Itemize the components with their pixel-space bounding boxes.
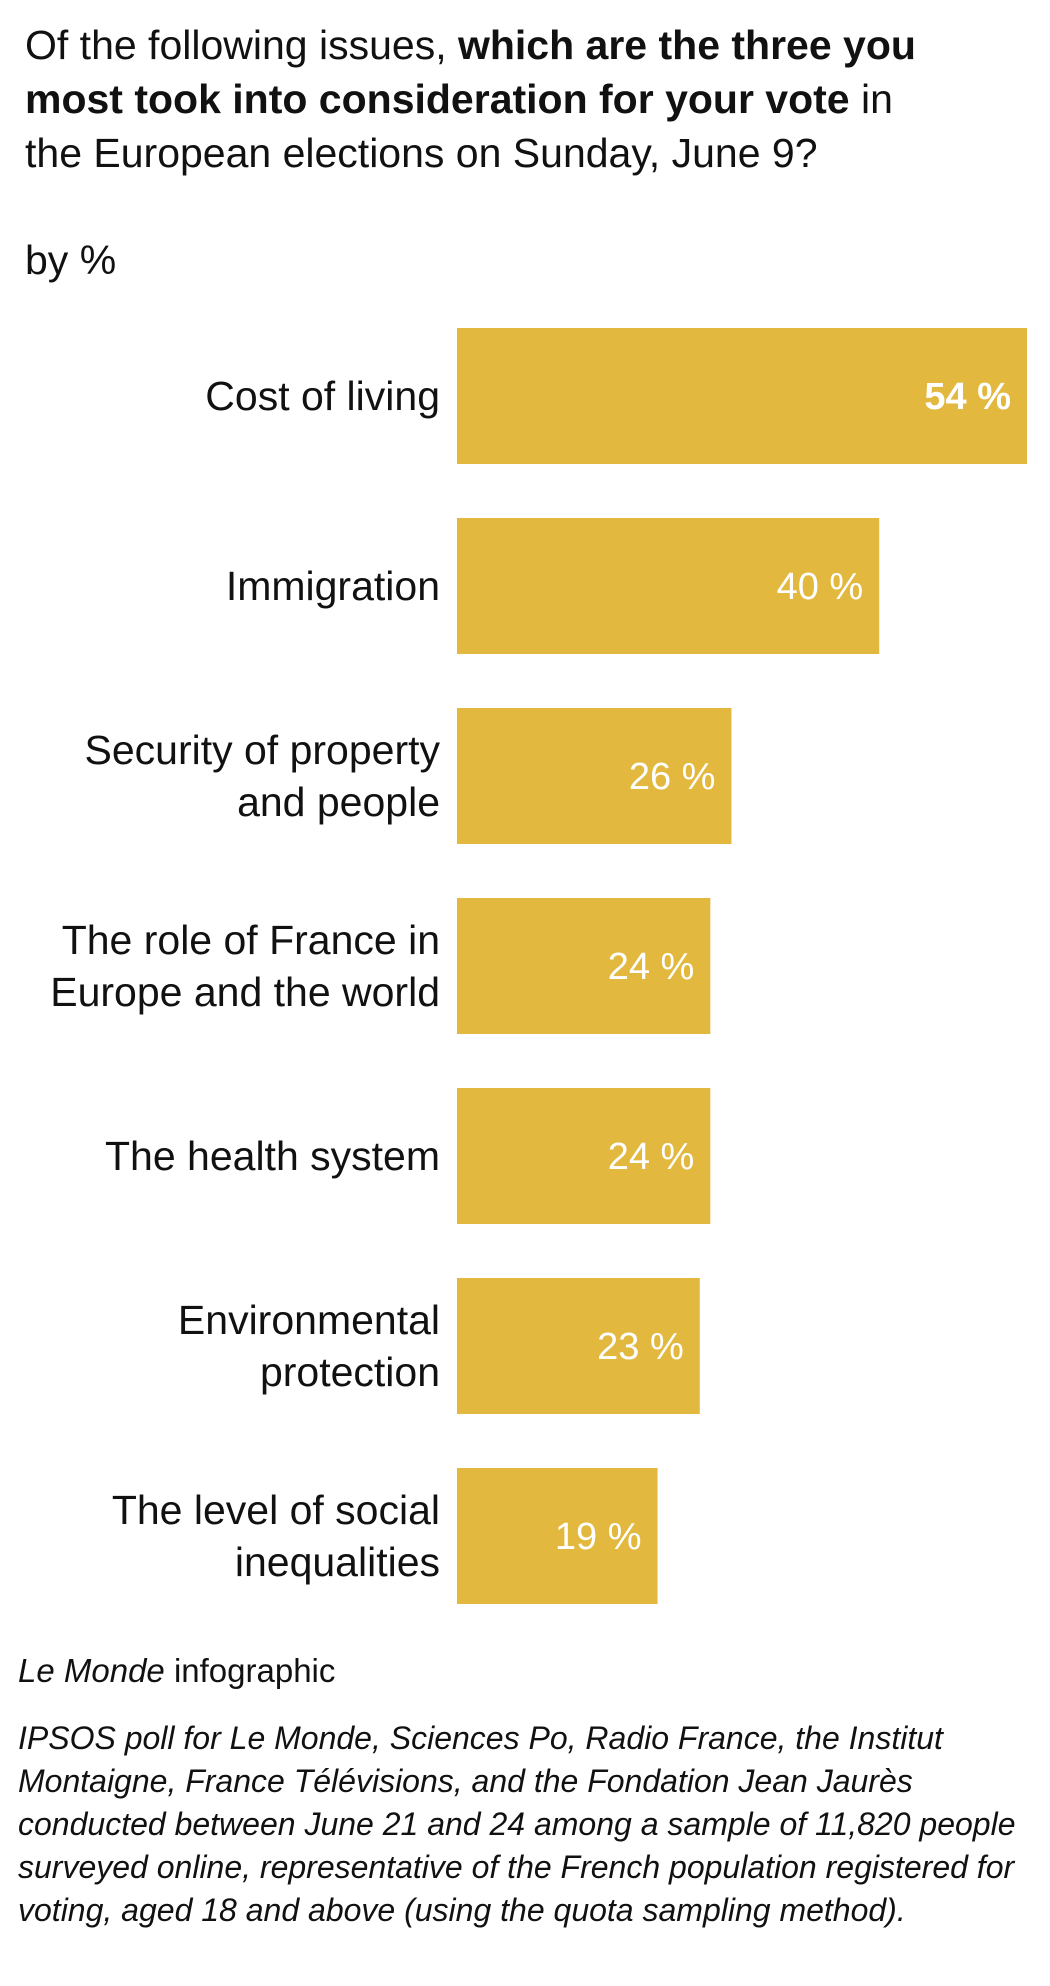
- chart-title: Of the following issues, which are the t…: [25, 18, 925, 180]
- category-label: Security of property: [85, 727, 441, 773]
- credit-brand: Le Monde: [18, 1652, 165, 1689]
- bar-group: 24 % The role of France in Europe and the …: [50, 898, 711, 1034]
- bar-group: 54 % Cost of living: [205, 328, 1027, 464]
- bar-value-label: 24 %: [608, 1136, 695, 1178]
- source-note: IPSOS poll for Le Monde, Sciences Po, Ra…: [18, 1720, 1016, 1928]
- bar: [457, 898, 711, 1034]
- bar: [457, 1088, 711, 1224]
- bar: [457, 708, 732, 844]
- bar-group: 40 % Immigration: [226, 518, 880, 654]
- category-label: Immigration: [226, 563, 440, 609]
- category-label: Environmental: [178, 1297, 440, 1343]
- title-part2: in the European elections on Sunday, Jun…: [25, 76, 893, 176]
- title-part1: Of the following issues,: [25, 22, 458, 68]
- bar-group: 19 % The level of social inequalities: [112, 1468, 658, 1604]
- category-label: Cost of living: [205, 373, 440, 419]
- bar: [457, 1278, 700, 1414]
- bar-group: 24 % The health system: [105, 1088, 711, 1224]
- bar-value-label: 54 %: [924, 376, 1011, 418]
- bar-group: 23 % Environmental protection: [178, 1278, 700, 1414]
- category-label: protection: [260, 1349, 440, 1395]
- bar-value-label: 24 %: [608, 946, 695, 988]
- category-label: Europe and the world: [50, 969, 440, 1015]
- bar: [457, 1468, 658, 1604]
- bar-group: 26 % Security of property and people: [85, 708, 732, 844]
- bar-value-label: 23 %: [597, 1326, 684, 1368]
- category-label: The role of France in: [62, 917, 440, 963]
- title-bold: which are the three you most took into c…: [25, 22, 916, 122]
- category-label: inequalities: [235, 1539, 440, 1585]
- bar-value-label: 19 %: [555, 1516, 642, 1558]
- bar: [457, 328, 1027, 464]
- bar-value-label: 40 %: [777, 566, 864, 608]
- category-label: The health system: [105, 1133, 440, 1179]
- chart-unit: by %: [25, 237, 117, 283]
- credit-text: infographic: [164, 1652, 336, 1689]
- credit: Le Monde infographic: [18, 1650, 335, 1692]
- bar: [457, 518, 880, 654]
- category-label: The level of social: [112, 1487, 440, 1533]
- bar-value-label: 26 %: [629, 756, 716, 798]
- category-label: and people: [237, 779, 440, 825]
- bar-chart: 54 % Cost of living 40 % Immigration 26 % Sec…: [50, 328, 1027, 1604]
